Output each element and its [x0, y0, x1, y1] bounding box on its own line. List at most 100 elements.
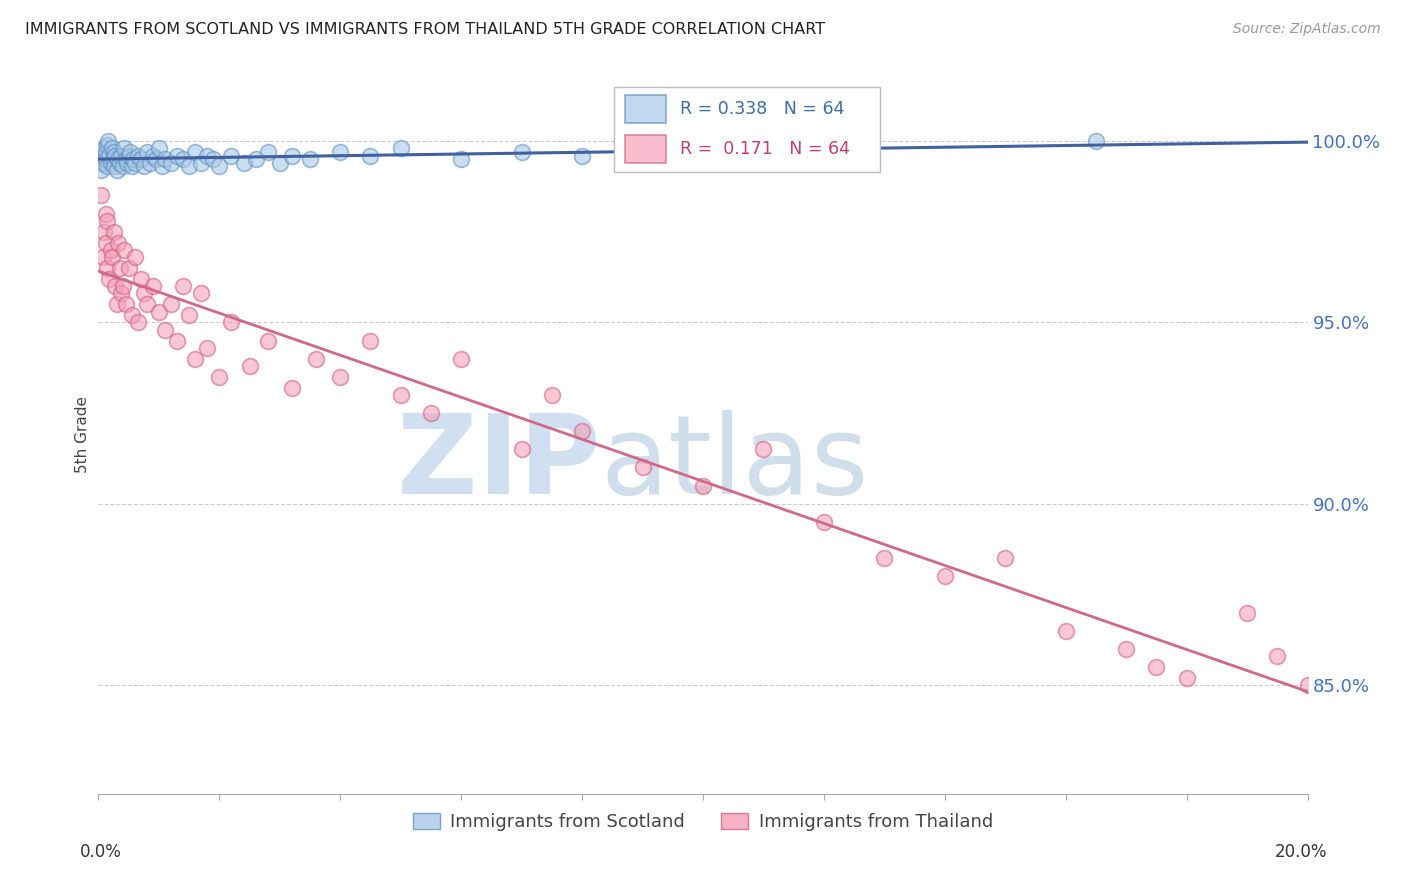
Point [100, 250, 122, 264]
Point [389, 141, 412, 155]
Point [1175, 671, 1198, 685]
Point [166, 148, 188, 162]
Point [305, 351, 328, 366]
Point [692, 478, 714, 492]
Point [245, 153, 267, 167]
Point [510, 145, 533, 159]
Point [104, 148, 127, 162]
Point [96, 137, 118, 152]
Point [103, 225, 125, 239]
Point [202, 153, 225, 167]
Point [299, 153, 322, 167]
Point [179, 308, 201, 322]
Point [108, 260, 131, 275]
Point [329, 369, 352, 384]
Point [112, 243, 135, 257]
Point [103, 160, 125, 174]
Point [153, 153, 176, 167]
Point [135, 145, 157, 159]
Point [98, 148, 121, 162]
Point [94, 235, 117, 250]
Point [631, 460, 654, 475]
Point [101, 153, 124, 167]
Text: IMMIGRANTS FROM SCOTLAND VS IMMIGRANTS FROM THAILAND 5TH GRADE CORRELATION CHART: IMMIGRANTS FROM SCOTLAND VS IMMIGRANTS F… [25, 22, 825, 37]
Point [114, 297, 136, 311]
Point [1085, 134, 1108, 148]
Point [172, 279, 194, 293]
Point [142, 148, 165, 162]
Point [105, 163, 128, 178]
Point [360, 148, 382, 162]
Point [752, 442, 775, 457]
Point [148, 141, 170, 155]
Point [139, 156, 162, 170]
Legend: Immigrants from Scotland, Immigrants from Thailand: Immigrants from Scotland, Immigrants fro… [405, 806, 1001, 838]
Point [1236, 606, 1258, 620]
Text: 20.0%: 20.0% [1274, 843, 1327, 861]
Text: ZIP: ZIP [396, 410, 600, 517]
Text: atlas: atlas [600, 410, 869, 517]
Point [208, 369, 231, 384]
Point [571, 148, 593, 162]
Point [121, 160, 143, 174]
Point [93, 225, 115, 239]
Point [107, 153, 129, 167]
Point [105, 297, 128, 311]
Point [94, 153, 117, 167]
Point [91, 156, 114, 170]
Point [104, 279, 127, 293]
Point [96, 160, 118, 174]
Point [420, 406, 443, 420]
Point [208, 160, 231, 174]
Point [122, 153, 145, 167]
Point [118, 145, 141, 159]
Text: 0.0%: 0.0% [80, 843, 122, 861]
Point [110, 286, 132, 301]
Point [129, 153, 152, 167]
Y-axis label: 5th Grade: 5th Grade [75, 396, 90, 474]
Point [1115, 641, 1137, 656]
FancyBboxPatch shape [626, 135, 666, 163]
Point [118, 148, 141, 162]
Point [100, 156, 122, 170]
FancyBboxPatch shape [614, 87, 880, 172]
Point [107, 235, 129, 250]
Point [118, 260, 141, 275]
Point [111, 160, 134, 174]
Point [256, 334, 278, 348]
Point [195, 148, 218, 162]
Point [221, 315, 243, 329]
Point [450, 351, 472, 366]
Point [150, 160, 173, 174]
Point [148, 304, 170, 318]
Point [96, 214, 118, 228]
Point [510, 442, 533, 457]
Point [179, 160, 201, 174]
Point [100, 243, 122, 257]
Point [110, 148, 132, 162]
Point [112, 141, 135, 155]
FancyBboxPatch shape [626, 95, 666, 123]
Point [269, 156, 291, 170]
Point [752, 145, 775, 159]
Point [166, 334, 188, 348]
Point [1267, 649, 1289, 664]
Point [1146, 660, 1168, 674]
Point [184, 145, 207, 159]
Point [142, 279, 165, 293]
Point [97, 134, 120, 148]
Point [100, 141, 122, 155]
Point [1054, 624, 1077, 638]
Point [124, 250, 146, 264]
Point [813, 515, 835, 529]
Text: R = 0.338   N = 64: R = 0.338 N = 64 [681, 100, 845, 118]
Point [571, 424, 593, 438]
Point [184, 351, 207, 366]
Point [256, 145, 278, 159]
Point [195, 341, 218, 355]
Point [124, 156, 146, 170]
Point [96, 145, 118, 159]
Point [631, 141, 654, 155]
Point [127, 148, 149, 162]
Point [108, 156, 131, 170]
